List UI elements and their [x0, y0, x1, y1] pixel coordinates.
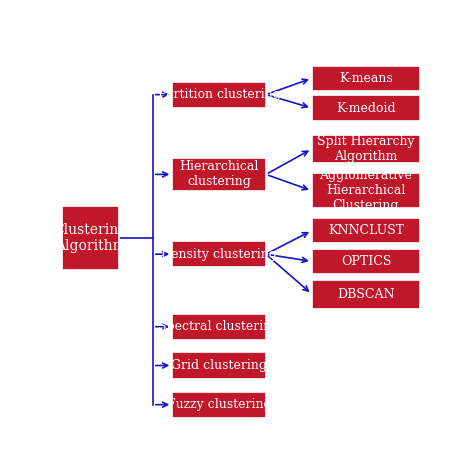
Text: Grid clustering: Grid clustering [171, 359, 267, 372]
Text: Split Hierarchy
Algorithm: Split Hierarchy Algorithm [317, 135, 415, 163]
Text: Fuzzy clustering: Fuzzy clustering [167, 398, 271, 411]
FancyBboxPatch shape [172, 241, 266, 267]
FancyBboxPatch shape [172, 314, 266, 340]
FancyBboxPatch shape [172, 352, 266, 379]
FancyBboxPatch shape [312, 65, 420, 91]
Text: DBSCAN: DBSCAN [337, 288, 395, 300]
Text: Density clustering: Density clustering [161, 248, 277, 260]
Text: Agglomerative
Hierarchical
Clustering: Agglomerative Hierarchical Clustering [319, 169, 412, 212]
Text: Hierarchical
clustering: Hierarchical clustering [179, 161, 259, 188]
FancyBboxPatch shape [312, 218, 420, 244]
Text: KNNCLUST: KNNCLUST [328, 224, 404, 237]
Text: Spectral clustering: Spectral clustering [158, 320, 280, 333]
FancyBboxPatch shape [172, 158, 266, 191]
Text: K-medoid: K-medoid [336, 102, 396, 114]
FancyBboxPatch shape [62, 206, 119, 269]
FancyBboxPatch shape [312, 95, 420, 121]
FancyBboxPatch shape [312, 249, 420, 274]
Text: Clustering
Algorithm: Clustering Algorithm [54, 223, 128, 253]
FancyBboxPatch shape [312, 173, 420, 208]
Text: Partition clustering: Partition clustering [158, 88, 281, 101]
FancyBboxPatch shape [312, 280, 420, 309]
Text: K-means: K-means [339, 72, 393, 85]
FancyBboxPatch shape [312, 135, 420, 163]
Text: OPTICS: OPTICS [341, 255, 391, 268]
FancyBboxPatch shape [172, 81, 266, 108]
FancyBboxPatch shape [172, 391, 266, 418]
